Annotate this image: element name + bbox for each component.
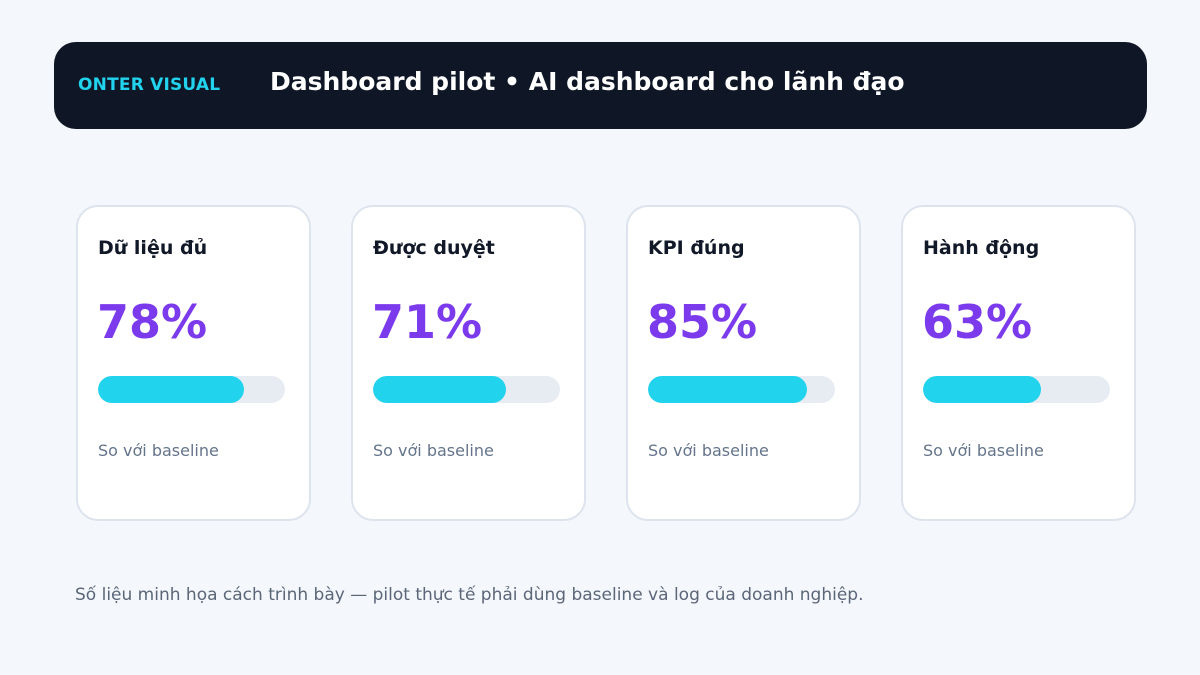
metric-card-data-complete: Dữ liệu đủ 78% So với baseline <box>76 205 311 521</box>
metric-value: 85% <box>647 295 758 349</box>
header-bar: ONTER VISUAL Dashboard pilot • AI dashbo… <box>54 42 1147 129</box>
metric-caption: So với baseline <box>98 441 219 460</box>
page-title: Dashboard pilot • AI dashboard cho lãnh … <box>270 67 905 96</box>
metric-caption: So với baseline <box>648 441 769 460</box>
metric-label: Hành động <box>923 237 1040 259</box>
progress-bar-fill <box>648 376 807 403</box>
progress-bar-track <box>373 376 560 403</box>
metric-card-approved: Được duyệt 71% So với baseline <box>351 205 586 521</box>
progress-bar-fill <box>923 376 1041 403</box>
progress-bar-track <box>648 376 835 403</box>
progress-bar-track <box>923 376 1110 403</box>
footnote: Số liệu minh họa cách trình bày — pilot … <box>75 585 864 605</box>
metric-label: Dữ liệu đủ <box>98 237 208 259</box>
metric-label: KPI đúng <box>648 237 745 259</box>
metric-value: 71% <box>372 295 483 349</box>
progress-bar-fill <box>98 376 244 403</box>
brand-logo-text: ONTER VISUAL <box>78 75 221 95</box>
metric-value: 78% <box>97 295 208 349</box>
metric-caption: So với baseline <box>373 441 494 460</box>
metric-label: Được duyệt <box>373 237 495 259</box>
metric-card-action: Hành động 63% So với baseline <box>901 205 1136 521</box>
metric-caption: So với baseline <box>923 441 1044 460</box>
metric-card-kpi-correct: KPI đúng 85% So với baseline <box>626 205 861 521</box>
progress-bar-fill <box>373 376 506 403</box>
progress-bar-track <box>98 376 285 403</box>
metric-value: 63% <box>922 295 1033 349</box>
